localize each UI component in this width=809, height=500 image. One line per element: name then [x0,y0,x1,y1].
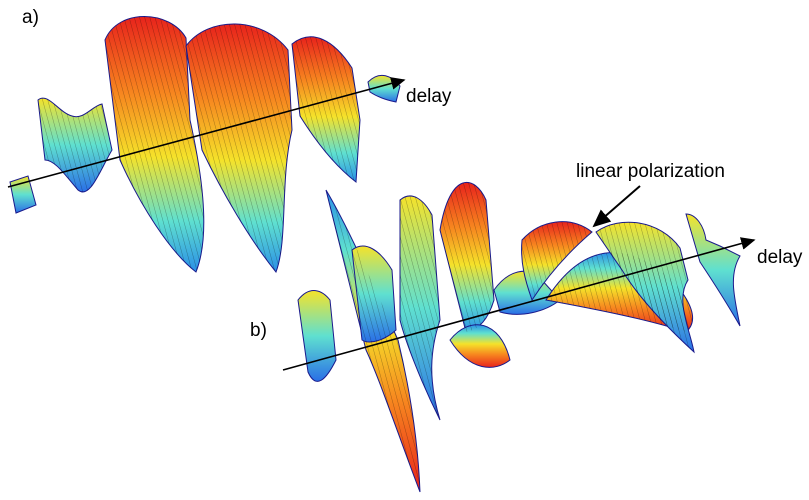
panel-label: a) [22,7,39,28]
annotation: linear polarization [576,161,725,182]
annotation-arrow [594,186,640,226]
ribbon [10,176,36,213]
panel-b: b) delay linear polarization [250,161,803,492]
axis-label: delay [406,86,452,107]
ribbon [686,214,740,326]
axis-label: delay [757,247,803,268]
ribbon [450,325,510,368]
panel-label: b) [250,320,267,341]
ribbon [298,291,336,382]
page: a) delay b) delay linear polarization ((… [0,0,809,500]
panel-a: a) delay [8,7,452,272]
hatching [38,17,360,273]
figure: a) delay b) delay linear polarization [0,0,809,500]
hatching [326,182,694,492]
